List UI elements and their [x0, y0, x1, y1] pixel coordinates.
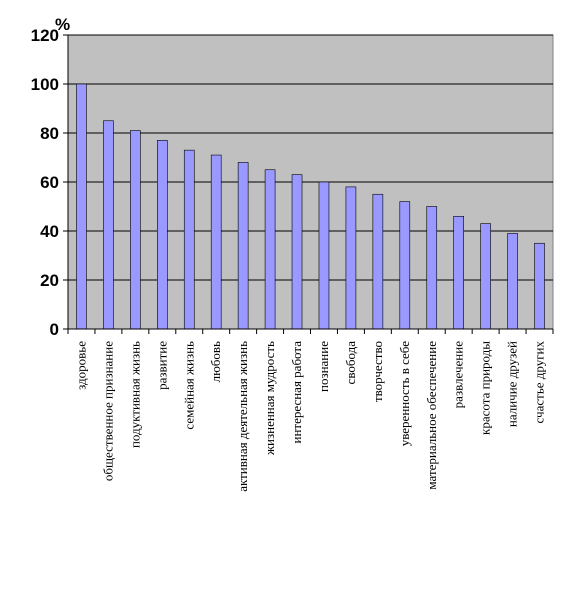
bar: [426, 206, 438, 330]
x-tick-label: интересная работа: [289, 341, 304, 444]
y-tick-label: 40: [40, 222, 59, 241]
y-tick-label: 0: [50, 320, 59, 339]
x-tick-label: семейная жизнь: [181, 341, 196, 430]
bar: [318, 181, 330, 330]
x-tick-label: материальное обеспечение: [424, 341, 439, 490]
bars: [76, 83, 545, 330]
x-tick-label: творчество: [370, 341, 385, 402]
x-tick-label: подуктивная жизнь: [127, 341, 142, 448]
bar: [210, 154, 222, 330]
bar: [264, 169, 276, 330]
x-tick-label: счастье других: [532, 341, 547, 424]
y-tick-label: 60: [40, 173, 59, 192]
bar: [76, 83, 87, 330]
x-tick-label: жизненная мудрость: [262, 341, 277, 456]
y-tick-label: 120: [31, 26, 59, 45]
bar: [399, 201, 411, 330]
x-tick-label: познание: [316, 341, 331, 392]
bar: [507, 233, 518, 330]
y-tick-label: 80: [40, 124, 59, 143]
y-tick-label: 100: [31, 75, 59, 94]
bar: [372, 193, 384, 330]
bar: [291, 174, 303, 330]
y-tick-label: 20: [40, 271, 59, 290]
x-axis: здоровье общественное признание подуктивна…: [67, 328, 554, 492]
x-tick-label: развитие: [154, 341, 169, 390]
bar: [183, 149, 195, 330]
x-tick-label: общественное признание: [100, 341, 115, 481]
y-axis-unit-label: %: [55, 15, 70, 34]
x-tick-label: красота природы: [478, 341, 493, 435]
x-tick-label: свобода: [343, 341, 358, 385]
x-tick-label: наличие друзей: [505, 341, 520, 427]
y-axis: 0 20 40 60 80 100 120: [31, 26, 69, 339]
gridlines: [68, 34, 553, 281]
x-tick-label: развлечение: [451, 341, 466, 409]
bar: [534, 242, 545, 330]
bar: [480, 223, 491, 330]
x-tick-label: любовь: [208, 341, 223, 382]
bar: [130, 130, 141, 330]
bar: [157, 140, 168, 330]
x-tick-label: уверенность в себе: [397, 341, 412, 446]
x-tick-label: активная деятельная жизнь: [235, 341, 250, 492]
bar: [453, 216, 464, 330]
bar: [103, 120, 114, 330]
bar: [237, 162, 249, 330]
x-tick-label: здоровье: [73, 341, 88, 390]
bar: [345, 186, 357, 330]
